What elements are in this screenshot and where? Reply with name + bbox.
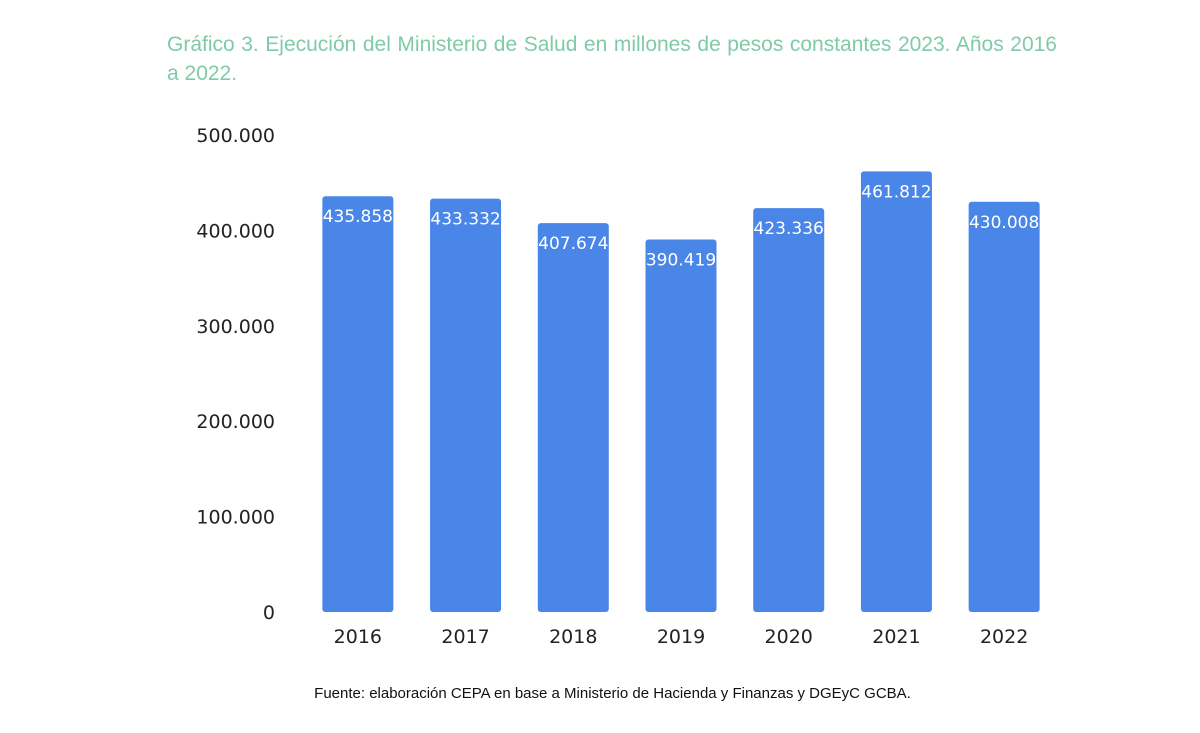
bar-value-label: 423.336: [754, 219, 824, 239]
bars: 435.858 433.332 407.674 390.419 423.336 461.8…: [322, 171, 1040, 613]
x-tick-label: 2022: [980, 626, 1028, 648]
bar-2021: [860, 171, 932, 613]
y-tick-label: 400.000: [196, 220, 275, 242]
bar-2020: [753, 208, 825, 612]
x-axis: 2016 2017 2018 2019 2020 2021 2022: [334, 626, 1029, 648]
x-tick-label: 2021: [872, 626, 920, 648]
y-tick-label: 200.000: [196, 411, 275, 433]
y-tick-label: 300.000: [196, 316, 275, 338]
bar-2016: [322, 196, 394, 612]
y-tick-label: 0: [263, 602, 275, 624]
source-note: Fuente: elaboración CEPA en base a Minis…: [314, 685, 911, 702]
x-tick-label: 2017: [441, 626, 489, 648]
x-tick-label: 2019: [657, 626, 705, 648]
y-tick-label: 100.000: [196, 507, 275, 529]
x-tick-label: 2016: [334, 626, 382, 648]
bar-2022: [968, 201, 1040, 612]
y-axis: 0 100.000 200.000 300.000 400.000 500.000: [196, 125, 275, 624]
chart-title: Gráfico 3. Ejecución del Ministerio de S…: [167, 33, 1057, 85]
bar-2017: [430, 198, 502, 613]
bar-2019: [645, 239, 717, 612]
bar-value-label: 461.812: [861, 182, 931, 202]
bar-value-label: 433.332: [430, 210, 500, 230]
x-tick-label: 2018: [549, 626, 597, 648]
y-tick-label: 500.000: [196, 125, 275, 147]
x-tick-label: 2020: [765, 626, 813, 648]
bar-value-label: 407.674: [538, 234, 608, 254]
bar-value-label: 430.008: [969, 213, 1039, 233]
bar-2018: [537, 223, 609, 612]
bar-value-label: 390.419: [646, 251, 716, 271]
bar-value-label: 435.858: [323, 207, 393, 227]
